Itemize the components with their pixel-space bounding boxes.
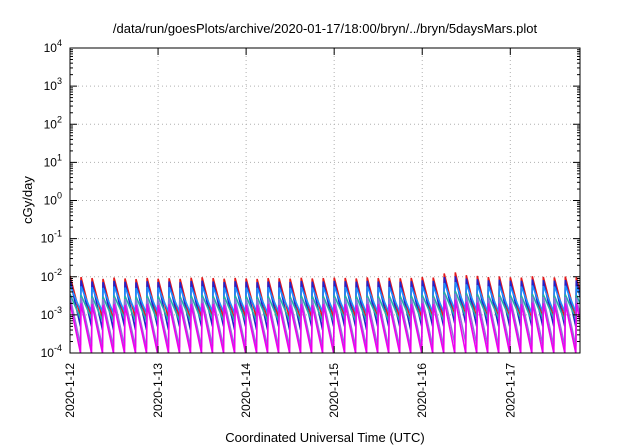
y-tick-label: 100 bbox=[44, 191, 62, 208]
x-tick-label: 2020-1-17 bbox=[503, 363, 517, 418]
y-tick-label: 10-3 bbox=[41, 305, 62, 322]
y-tick-label: 10-2 bbox=[41, 267, 62, 284]
y-axis-title: cGy/day bbox=[20, 176, 35, 224]
x-tick-label: 2020-1-16 bbox=[415, 363, 429, 418]
series-layer bbox=[70, 272, 580, 353]
x-tick-label: 2020-1-14 bbox=[239, 363, 253, 418]
chart-title: /data/run/goesPlots/archive/2020-01-17/1… bbox=[113, 21, 538, 36]
series-line bbox=[70, 299, 580, 353]
x-tick-label: 2020-1-13 bbox=[151, 363, 165, 418]
ticks-layer: 10-4 10-3 10-2 10-1 100 101 102 103 104 2020-1-12… bbox=[41, 38, 580, 418]
y-tick-label: 102 bbox=[44, 114, 62, 131]
y-tick-label: 101 bbox=[44, 152, 62, 169]
x-axis-title: Coordinated Universal Time (UTC) bbox=[225, 430, 424, 445]
grid-layer bbox=[70, 48, 580, 353]
y-tick-label: 10-1 bbox=[41, 229, 62, 246]
x-tick-label: 2020-1-15 bbox=[327, 363, 341, 418]
y-tick-label: 103 bbox=[44, 76, 62, 93]
y-tick-label: 10-4 bbox=[41, 343, 62, 360]
x-tick-label: 2020-1-12 bbox=[63, 363, 77, 418]
y-tick-label: 104 bbox=[44, 38, 62, 55]
